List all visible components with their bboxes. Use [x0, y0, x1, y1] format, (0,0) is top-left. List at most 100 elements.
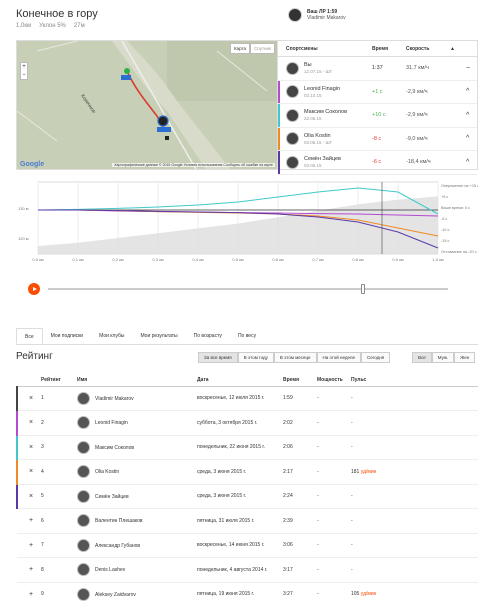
rank-cell: 9 [41, 582, 77, 604]
table-row[interactable]: × 3 Максим Соколов понедельник, 22 июня 201… [16, 435, 478, 460]
rival-name[interactable]: Максим Соколов [304, 109, 347, 116]
avatar[interactable] [77, 563, 90, 577]
table-row[interactable]: × 4 Olia Kostin среда, 3 июня 2015 г. 2:17-1… [16, 459, 478, 485]
period-option[interactable]: В этом месяце [273, 352, 317, 363]
table-row[interactable]: × 2 Leonid Finagin суббота, 3 октября 2015 … [16, 410, 478, 436]
power-cell: - [317, 484, 351, 509]
avatar[interactable] [77, 538, 90, 552]
map-tab-map[interactable]: Карта [229, 43, 251, 54]
personal-record[interactable]: Ваш ЛР 1:59 Vladimir Makarov [288, 8, 346, 22]
tab-3[interactable]: Мои результаты [140, 333, 178, 339]
gender-option[interactable]: Жен [454, 352, 476, 363]
athlete-link[interactable]: Максим Соколов [95, 444, 135, 451]
period-option[interactable]: На этой неделе [316, 352, 361, 363]
rival-row[interactable]: Olia Kostin 03.06.15 - ШГ -8 с -9,0 км/ч ^ [278, 127, 477, 151]
date-link[interactable]: понедельник, 4 августа 2014 г. [197, 557, 283, 583]
athlete-link[interactable]: Leonid Finagin [95, 420, 128, 427]
zoom-control[interactable]: + − [20, 62, 28, 80]
table-row[interactable]: +6 Валентин Плешаков пятница, 31 июля 2015… [17, 508, 478, 534]
avatar[interactable] [77, 587, 90, 601]
avatar[interactable] [77, 489, 90, 503]
zoom-in-button[interactable]: + [22, 64, 26, 70]
remove-rival-icon[interactable]: × [21, 410, 41, 436]
rival-row[interactable]: Вы 12.07.15 - ШГ 1:37 31,7 км/ч − [278, 57, 477, 81]
date-link[interactable]: понедельник, 22 июня 2015 г. [197, 435, 283, 460]
table-row[interactable]: +7 Александр Губанов воскресенье, 14 июня … [17, 533, 478, 558]
remove-rival-icon[interactable]: × [21, 386, 41, 411]
period-option[interactable]: В этом году [237, 352, 274, 363]
avatar[interactable] [77, 514, 90, 528]
athlete-link[interactable]: Vladimir Makarov [95, 395, 134, 402]
athlete-link[interactable]: Валентин Плешаков [95, 518, 143, 525]
table-row[interactable]: +9 Aleksey Zaidvarov пятница, 19 июня 2015… [17, 582, 478, 604]
rival-name[interactable]: Leonid Finagin [304, 85, 341, 92]
rank-cell: 6 [41, 508, 77, 534]
avatar[interactable] [77, 440, 90, 454]
rival-row[interactable]: Максим Соколов 22.06.15 +10 с -2,9 км/ч ^ [278, 104, 477, 128]
replay-track[interactable] [48, 288, 448, 290]
table-row[interactable]: × 5 Семён Зайцев среда, 3 июня 2015 г. 2:24 -… [16, 484, 478, 509]
gender-option[interactable]: Муж. [431, 352, 455, 363]
tab-5[interactable]: По весу [237, 333, 257, 339]
table-row[interactable]: × 1 Vladimir Makarov воскресенье, 12 июля 2… [16, 386, 478, 411]
date-link[interactable]: пятница, 19 июня 2015 г. [197, 582, 283, 604]
collapse-icon[interactable]: − [466, 64, 471, 72]
rival-name[interactable]: Olia Kostin [304, 132, 331, 139]
tab-0[interactable]: Все [16, 328, 43, 344]
date-link[interactable]: суббота, 3 октября 2015 г. [197, 410, 283, 436]
row-color-stripe [17, 557, 21, 583]
avatar[interactable] [77, 465, 90, 479]
athlete-link[interactable]: Olia Kostin [95, 469, 120, 476]
tab-4[interactable]: По возрасту [193, 333, 222, 339]
date-link[interactable]: среда, 3 июня 2015 г. [197, 459, 283, 485]
gender-option[interactable]: Все [412, 352, 432, 363]
athlete-link[interactable]: Aleksey Zaidvarov [95, 591, 136, 598]
chart-svg[interactable]: 0,0 км 0,1 км 0,2 км 0,3 км 0,4 км 0,5 км 0,6 … [16, 176, 479, 266]
remove-rival-icon[interactable]: × [21, 484, 41, 509]
remove-rival-icon[interactable]: × [21, 435, 41, 460]
tab-1[interactable]: Мои подписки [50, 333, 84, 339]
rival-row[interactable]: Leonid Finagin 03.10.15 +1 с -2,9 км/ч ^ [278, 80, 477, 104]
rival-date: 12.07.15 - ШГ [304, 69, 333, 75]
athlete-link[interactable]: Семён Зайцев [95, 493, 129, 500]
add-rival-icon[interactable]: + [21, 508, 41, 534]
power-cell: - [317, 508, 351, 534]
remove-rival-icon[interactable]: × [21, 459, 41, 485]
power-cell: - [317, 533, 351, 558]
sort-caret-icon[interactable]: ▲ [450, 45, 455, 52]
avatar[interactable] [77, 416, 90, 430]
date-link[interactable]: среда, 3 июня 2015 г. [197, 484, 283, 509]
rival-name[interactable]: Семён Зайцев [304, 156, 341, 163]
replay-thumb[interactable] [361, 284, 365, 294]
rival-row[interactable]: Семён Зайцев 03.06.15 -6 с -18,4 км/ч ^ [278, 151, 477, 175]
col-stripe [17, 374, 21, 387]
period-option[interactable]: Сегодня [361, 352, 391, 363]
expand-icon[interactable]: ^ [466, 158, 470, 166]
avatar[interactable] [77, 391, 90, 405]
hr-cell: - [351, 386, 478, 411]
date-link[interactable]: пятница, 31 июля 2015 г. [197, 508, 283, 534]
name-cell: Aleksey Zaidvarov [77, 582, 197, 604]
add-rival-icon[interactable]: + [21, 582, 41, 604]
add-rival-icon[interactable]: + [21, 557, 41, 583]
add-rival-icon[interactable]: + [21, 533, 41, 558]
play-button[interactable] [28, 283, 40, 295]
map-tab-satellite[interactable]: Спутник [250, 43, 275, 54]
map-canvas[interactable] [17, 41, 278, 170]
expand-icon[interactable]: ^ [466, 88, 470, 96]
hr-cell: - [351, 533, 478, 558]
table-row[interactable]: +8 Denis Lashev понедельник, 4 августа 201… [17, 557, 478, 583]
expand-icon[interactable]: ^ [466, 111, 470, 119]
expand-icon[interactable]: ^ [466, 135, 470, 143]
athlete-link[interactable]: Denis Lashev [95, 567, 126, 574]
rival-name[interactable]: Вы [304, 62, 312, 69]
zoom-out-button[interactable]: − [22, 72, 26, 78]
date-link[interactable]: воскресенье, 14 июня 2015 г. [197, 533, 283, 558]
map[interactable]: Конечное Карта Спутник + − Google Картог… [16, 40, 278, 170]
athlete-link[interactable]: Александр Губанов [95, 542, 141, 549]
segment-chart[interactable]: 0,0 км 0,1 км 0,2 км 0,3 км 0,4 км 0,5 км 0,6 … [16, 176, 479, 266]
date-link[interactable]: воскресенье, 12 июля 2015 г. [197, 386, 283, 411]
tab-2[interactable]: Мои клубы [99, 333, 125, 339]
hr-value: - [351, 395, 353, 402]
period-option[interactable]: За все время [198, 352, 238, 363]
